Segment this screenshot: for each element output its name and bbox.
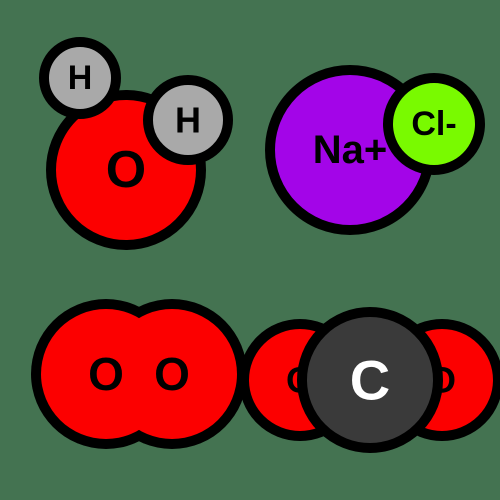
- o2-fill: [41, 309, 237, 439]
- atom-label: Cl-: [411, 105, 456, 143]
- molecule-o2: O O: [31, 299, 247, 449]
- atom-label: O: [154, 348, 190, 400]
- molecules-diagram: O H H Na+ Cl- O O O O C: [0, 0, 500, 500]
- atom-label: C: [350, 349, 390, 412]
- atom-label: Na+: [313, 128, 388, 172]
- atom-label: O: [88, 348, 124, 400]
- atom-label: H: [175, 100, 201, 141]
- atom-label: O: [106, 141, 146, 199]
- atom-label: H: [68, 59, 93, 97]
- molecule-co2: O O C: [244, 312, 498, 448]
